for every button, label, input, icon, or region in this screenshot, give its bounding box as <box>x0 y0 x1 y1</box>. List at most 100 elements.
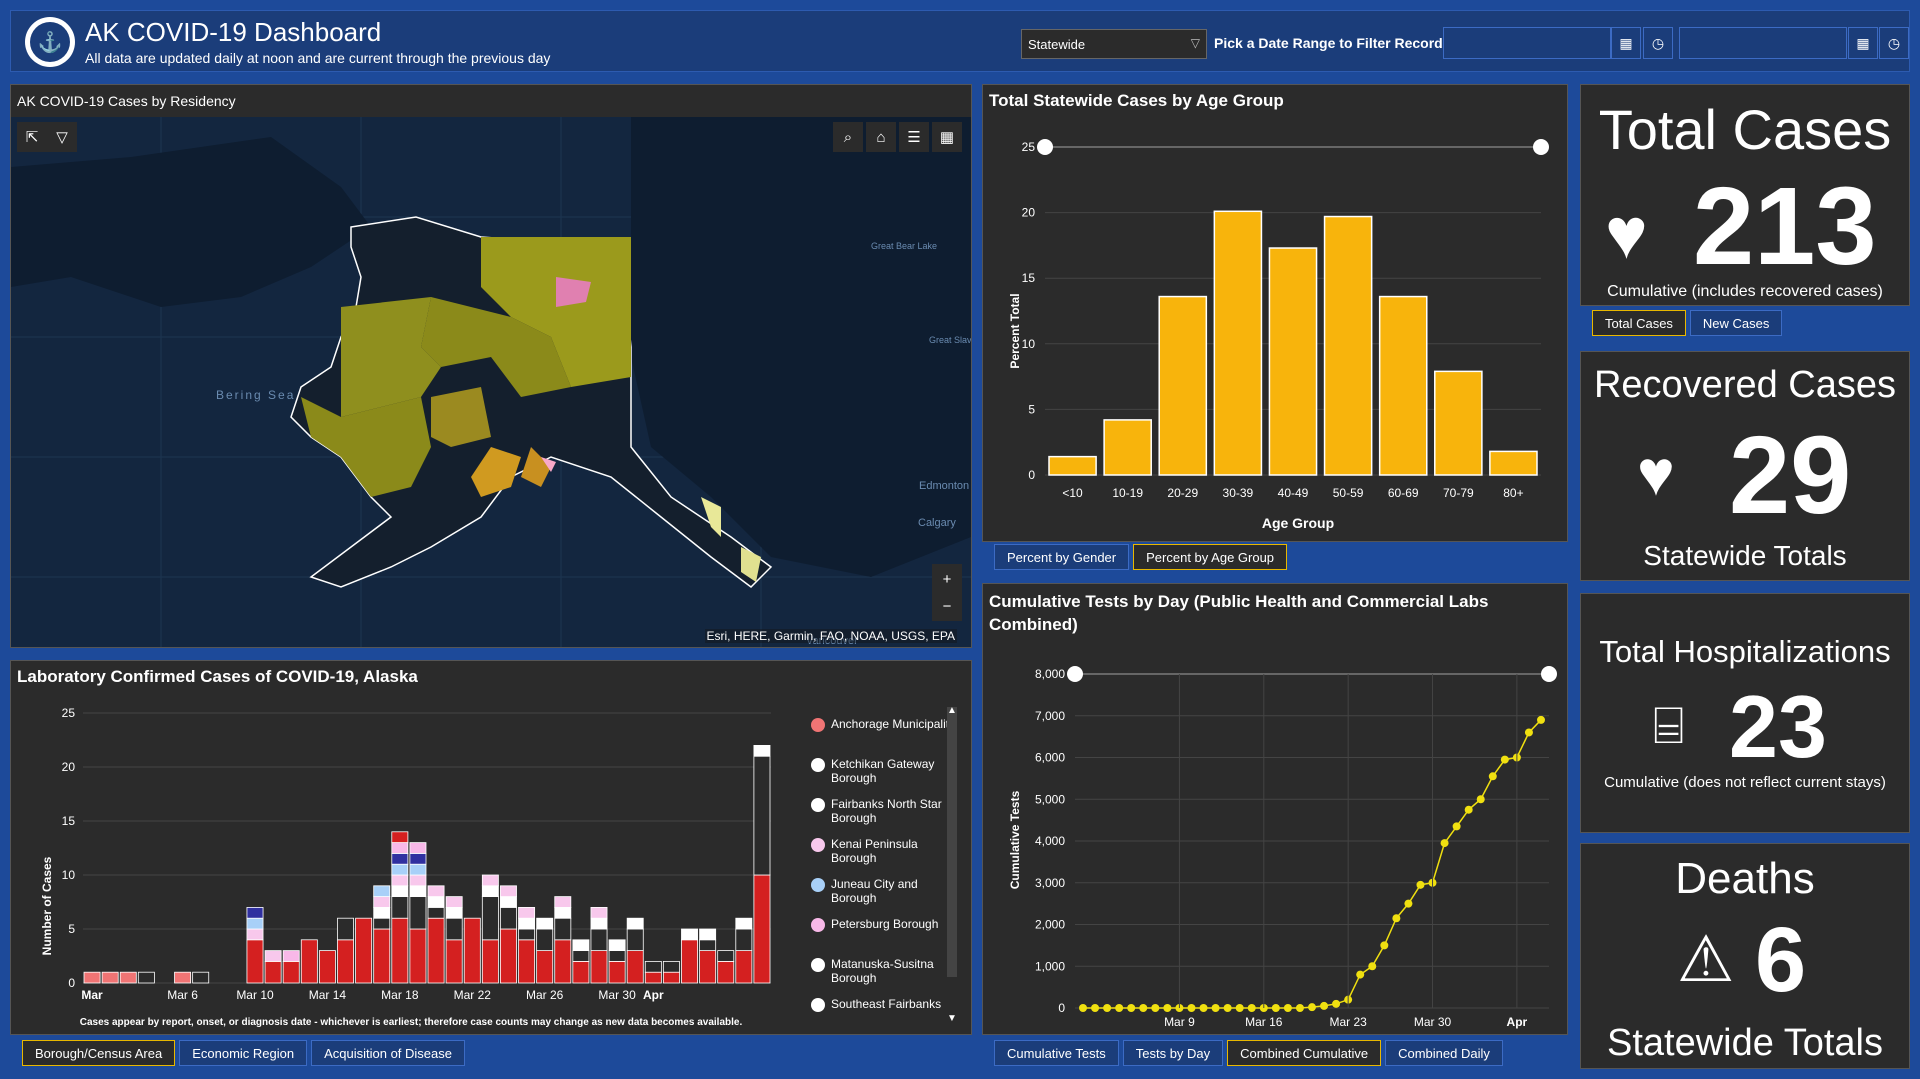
calendar-icon[interactable]: ▦ <box>1611 27 1641 59</box>
tests-point <box>1368 962 1377 971</box>
age-xtick: <10 <box>1062 486 1083 500</box>
tab-tests-1[interactable]: Tests by Day <box>1122 1040 1224 1066</box>
cases-bar-segment <box>753 874 771 984</box>
cases-bar-segment <box>137 971 155 984</box>
tab-total-0[interactable]: Total Cases <box>1592 310 1686 336</box>
cases-bar-segment <box>427 917 445 984</box>
cases-bar-segment <box>699 928 717 941</box>
list-icon[interactable]: ☰ <box>899 122 929 152</box>
edmonton-label: Edmonton <box>919 480 969 492</box>
tests-line <box>1083 719 1542 1009</box>
legend-label: Matanuska-Susitna Borough <box>831 957 934 985</box>
cases-xtick: Mar 26 <box>526 988 564 1002</box>
chevron-down-icon[interactable]: ▽ <box>47 122 77 152</box>
total-cases-tabs: Total Cases New Cases <box>1592 310 1783 336</box>
cases-bar-segment <box>481 896 499 941</box>
cases-bar-segment <box>536 917 554 930</box>
calendar-icon[interactable]: ▦ <box>1848 27 1878 59</box>
cases-bar-segment <box>735 950 753 984</box>
cases-bar-segment <box>500 885 517 898</box>
start-date-input[interactable] <box>1443 27 1611 59</box>
chevron-down-icon[interactable]: ▼ <box>947 1013 957 1024</box>
layer-list-icon[interactable]: ⇱ <box>17 122 47 152</box>
age-bar <box>1323 215 1373 476</box>
cases-bar-segment <box>373 885 391 898</box>
dashboard-subtitle: All data are updated daily at noon and a… <box>85 50 551 66</box>
tests-ytick: 8,000 <box>1035 667 1065 681</box>
legend-scrollbar[interactable] <box>947 707 957 977</box>
cases-bar-segment <box>427 906 445 919</box>
cases-bar-segment <box>409 863 427 876</box>
cases-bar-segment <box>608 939 626 951</box>
zoom-out-button[interactable]: − <box>932 591 962 621</box>
tests-point <box>1356 970 1365 979</box>
cases-bar-segment <box>373 906 391 919</box>
tests-point <box>1271 1004 1280 1012</box>
tab-tests-0[interactable]: Cumulative Tests <box>994 1040 1119 1066</box>
age-xlabel: Age Group <box>1262 515 1334 531</box>
age-xtick: 10-19 <box>1112 486 1143 500</box>
tab-age-0[interactable]: Percent by Gender <box>994 544 1130 570</box>
legend-item[interactable]: Ketchikan Gateway Borough <box>811 757 961 785</box>
cases-ytick: 25 <box>62 706 76 720</box>
home-icon[interactable]: ⌂ <box>866 122 896 152</box>
tests-ytick: 0 <box>1058 1001 1065 1015</box>
cases-bar-segment <box>427 896 445 908</box>
legend-item[interactable]: Kenai Peninsula Borough <box>811 837 961 865</box>
region-select-value: Statewide <box>1028 37 1086 52</box>
cases-bar-segment <box>246 928 264 941</box>
age-bar <box>1434 370 1483 476</box>
tab-cases-1[interactable]: Economic Region <box>179 1040 308 1066</box>
tests-point <box>1103 1004 1112 1012</box>
tab-cases-0[interactable]: Borough/Census Area <box>22 1040 176 1066</box>
legend-item[interactable]: Matanuska-Susitna Borough <box>811 957 961 985</box>
end-date-input[interactable] <box>1679 27 1847 59</box>
cases-bar-segment <box>264 950 282 962</box>
legend-item[interactable]: Fairbanks North Star Borough <box>811 797 961 825</box>
age-ytick: 25 <box>1022 140 1036 154</box>
legend-item[interactable]: Petersburg Borough <box>811 917 961 932</box>
region-select[interactable]: Statewide ▽ <box>1021 29 1207 59</box>
age-bar <box>1213 210 1263 476</box>
heartbeat-icon: ♥ <box>1637 437 1675 509</box>
zoom-in-button[interactable]: + <box>932 564 962 594</box>
legend-swatch <box>811 918 825 932</box>
legend-item[interactable]: Southeast Fairbanks <box>811 997 961 1012</box>
cases-bar-segment <box>119 971 137 984</box>
map-view[interactable]: Bering Sea Great Bear Lake Great Slave L… <box>11 117 971 647</box>
cases-bar-segment <box>572 960 590 984</box>
great-bear-label: Great Bear Lake <box>871 241 937 251</box>
tests-ytick: 3,000 <box>1035 876 1065 890</box>
tab-age-1[interactable]: Percent by Age Group <box>1133 544 1288 570</box>
cases-bar-segment <box>518 928 536 941</box>
tests-point <box>1308 1003 1316 1012</box>
age-bar <box>1103 419 1152 476</box>
chevron-up-icon[interactable]: ▲ <box>947 705 957 716</box>
search-icon[interactable]: ⌕ <box>833 122 863 152</box>
tab-total-1[interactable]: New Cases <box>1689 310 1783 336</box>
cases-bar-segment <box>500 928 517 984</box>
tests-chart-panel: Cumulative Tests by Day (Public Health a… <box>982 583 1568 1035</box>
clock-icon[interactable]: ◷ <box>1879 27 1909 59</box>
map-panel: AK COVID-19 Cases by Residency Bering Se… <box>10 84 972 648</box>
tests-point <box>1223 1004 1232 1012</box>
tests-ytick: 7,000 <box>1035 709 1065 723</box>
cases-bar-segment <box>554 939 572 984</box>
chevron-down-icon: ▽ <box>1190 36 1200 50</box>
state-seal-logo: ⚓ <box>25 17 75 67</box>
cases-bar-segment <box>681 939 698 984</box>
basemap-icon[interactable]: ▦ <box>932 122 962 152</box>
cases-bar-segment <box>373 896 391 908</box>
tab-cases-2[interactable]: Acquisition of Disease <box>311 1040 465 1066</box>
map-attribution: Esri, HERE, Garmin, FAO, NOAA, USGS, EPA <box>704 629 957 643</box>
date-range-label: Pick a Date Range to Filter Records <box>1214 35 1451 51</box>
legend-label: Ketchikan Gateway Borough <box>831 757 935 785</box>
tab-tests-3[interactable]: Combined Daily <box>1385 1040 1503 1066</box>
clock-icon[interactable]: ◷ <box>1643 27 1673 59</box>
legend-item[interactable]: Juneau City and Borough <box>811 877 961 905</box>
hospitalizations-card: Total Hospitalizations ⌸ 23 Cumulative (… <box>1580 593 1910 833</box>
cases-bar-segment <box>373 917 391 930</box>
legend-item[interactable]: Anchorage Municipality <box>811 717 961 732</box>
cases-ytick: 0 <box>68 976 75 990</box>
tab-tests-2[interactable]: Combined Cumulative <box>1227 1040 1382 1066</box>
